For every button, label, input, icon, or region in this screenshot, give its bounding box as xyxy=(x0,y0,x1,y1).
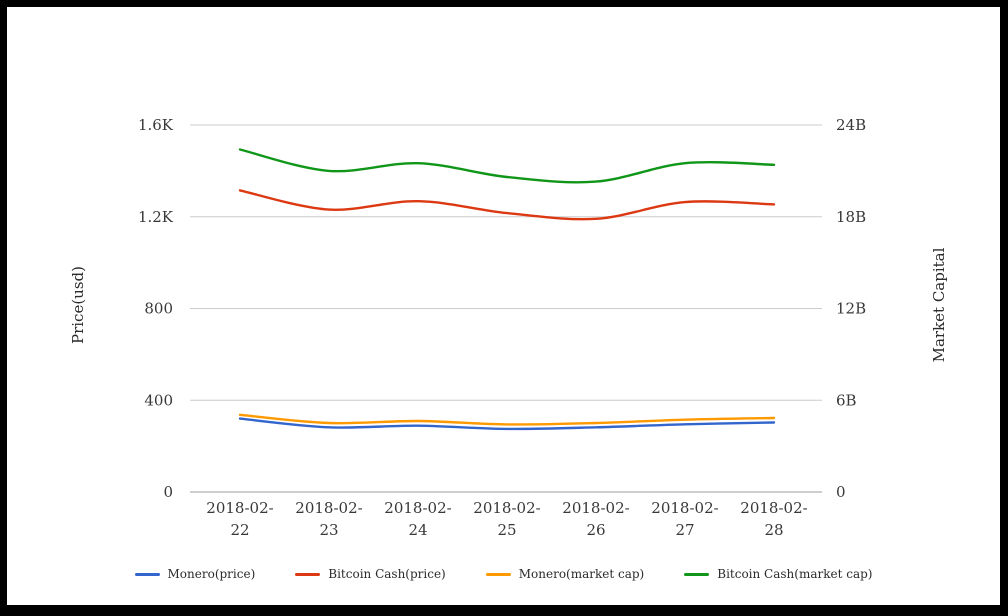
legend-item-monero-market-cap[interactable]: Monero(market cap) xyxy=(485,567,645,581)
right-axis-tick-label: 12B xyxy=(836,300,866,318)
right-axis-title: Market Capital xyxy=(930,247,948,363)
legend-item-bitcoin-cash-price[interactable]: Bitcoin Cash(price) xyxy=(295,567,446,581)
legend-label: Bitcoin Cash(market cap) xyxy=(717,567,873,581)
x-axis-tick-label: 2018-02-22 xyxy=(206,499,273,539)
left-axis-tick-label: 0 xyxy=(163,483,173,501)
chart-legend: Monero(price) Bitcoin Cash(price) Monero(m… xyxy=(7,565,1000,583)
legend-swatch-icon xyxy=(295,572,321,576)
right-axis-tick-label: 6B xyxy=(836,391,857,409)
right-axis-tick-label: 24B xyxy=(836,116,866,134)
series-line-bitcoin-cash-market-cap xyxy=(238,148,776,184)
left-axis-tick-label: 800 xyxy=(144,300,173,318)
legend-item-bitcoin-cash-market-cap[interactable]: Bitcoin Cash(market cap) xyxy=(684,567,872,581)
legend-label: Bitcoin Cash(price) xyxy=(328,567,446,581)
legend-label: Monero(price) xyxy=(167,567,256,581)
x-axis-tick-label: 2018-02-24 xyxy=(384,499,451,539)
x-axis-tick-label: 2018-02-27 xyxy=(651,499,718,539)
x-axis-tick-label: 2018-02-25 xyxy=(473,499,540,539)
x-axis-tick-label: 2018-02-28 xyxy=(740,499,807,539)
chart-canvas: 0 0 400 6B 800 12B 1.2K 18B 1.6K 24B 2018-02-22 201… xyxy=(7,7,1000,605)
line-chart-plot: 0 0 400 6B 800 12B 1.2K 18B 1.6K 24B 2018-02-22 201… xyxy=(138,116,866,539)
series-line-monero-market-cap xyxy=(238,413,776,426)
legend-label: Monero(market cap) xyxy=(518,567,645,581)
right-axis-tick-label: 0 xyxy=(836,483,846,501)
legend-swatch-icon xyxy=(134,572,160,576)
right-axis-tick-label: 18B xyxy=(836,208,866,226)
series-line-monero-price xyxy=(238,417,776,431)
legend-item-monero-price[interactable]: Monero(price) xyxy=(134,567,256,581)
x-axis-tick-label: 2018-02-26 xyxy=(562,499,629,539)
left-axis-title: Price(usd) xyxy=(69,265,87,345)
legend-swatch-icon xyxy=(485,572,511,576)
legend-swatch-icon xyxy=(684,572,710,576)
x-axis-tick-label: 2018-02-23 xyxy=(295,499,362,539)
left-axis-tick-label: 400 xyxy=(144,391,173,409)
left-axis-tick-label: 1.2K xyxy=(138,208,174,226)
left-axis-tick-label: 1.6K xyxy=(138,116,174,134)
series-line-bitcoin-cash-price xyxy=(238,189,776,221)
